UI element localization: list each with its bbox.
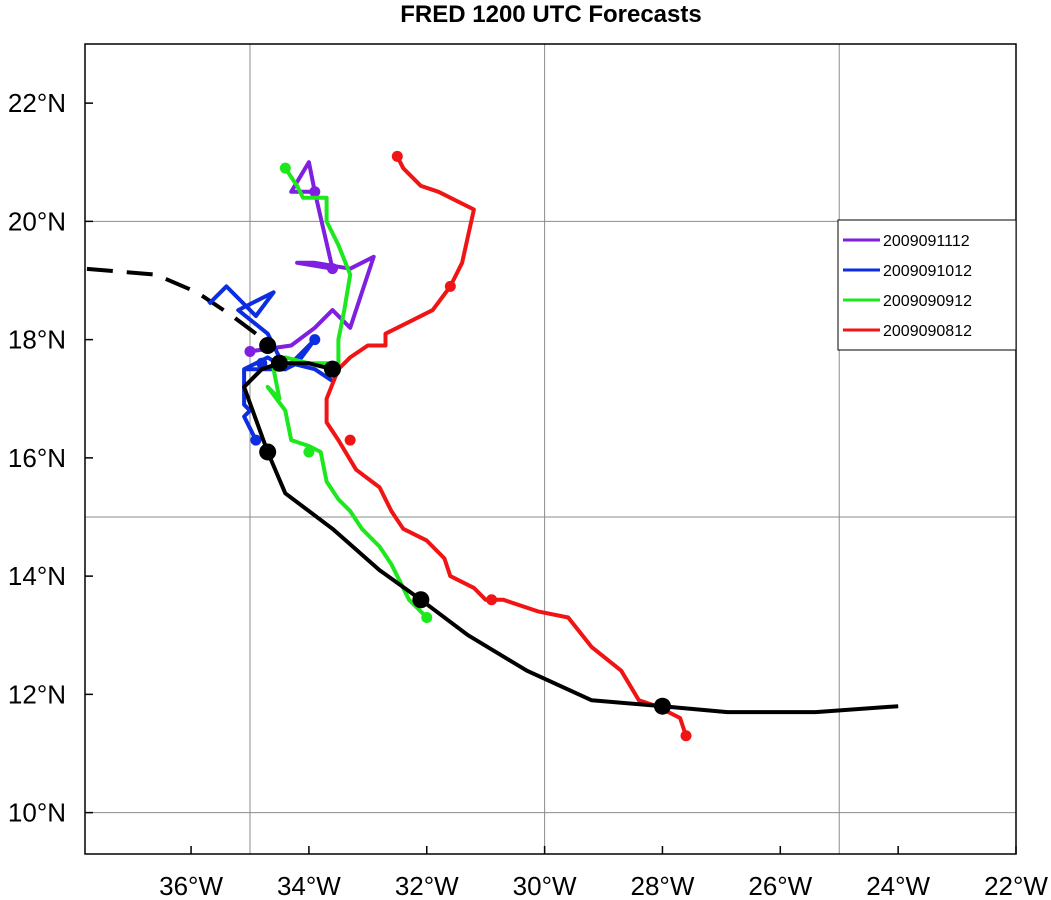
forecast-point xyxy=(309,334,321,346)
forecast-point xyxy=(421,612,433,624)
forecast-tracks xyxy=(207,150,692,742)
best-track-point xyxy=(270,354,288,372)
best-track-dashed-line xyxy=(84,266,258,336)
best-track-point xyxy=(412,591,430,609)
chart-title: FRED 1200 UTC Forecasts xyxy=(400,1,701,28)
forecast-point xyxy=(309,186,321,198)
forecast-point xyxy=(486,594,498,606)
best-track-dashed-extension xyxy=(84,266,258,336)
forecast-track-line xyxy=(265,167,429,619)
y-tick-label: 16°N xyxy=(8,443,66,473)
x-tick-label: 22°W xyxy=(984,871,1048,900)
best-track-point xyxy=(259,337,277,355)
plot-frame xyxy=(84,43,1017,855)
forecast-track-2009091112 xyxy=(244,160,376,357)
legend-label: 2009091012 xyxy=(883,263,972,280)
legend-box xyxy=(837,219,1017,351)
best-track-point xyxy=(259,443,277,461)
x-tick-label: 32°W xyxy=(395,871,459,900)
forecast-point xyxy=(250,434,262,446)
forecast-point xyxy=(244,345,256,357)
y-tick-label: 20°N xyxy=(8,206,66,236)
best-track-point xyxy=(653,697,671,715)
forecast-track-line xyxy=(324,155,688,737)
y-axis-ticks: 10°N 12°N 14°N 16°N 18°N 20°N 22°N xyxy=(8,88,93,828)
legend-label: 2009091112 xyxy=(883,233,970,250)
legend: 2009091112 2009091012 2009090912 2009090812 xyxy=(837,219,1017,351)
x-tick-label: 30°W xyxy=(513,871,577,900)
x-tick-label: 36°W xyxy=(159,871,223,900)
forecast-track-2009090812 xyxy=(324,150,692,742)
x-tick-label: 24°W xyxy=(866,871,930,900)
forecast-point xyxy=(344,434,356,446)
grid-lines xyxy=(85,44,1016,854)
best-track-point xyxy=(323,360,341,378)
legend-label: 2009090812 xyxy=(883,323,972,340)
forecast-point xyxy=(444,280,456,292)
x-tick-label: 26°W xyxy=(748,871,812,900)
x-tick-label: 28°W xyxy=(631,871,695,900)
forecast-point xyxy=(279,162,291,174)
forecast-point xyxy=(303,446,315,458)
best-track-line xyxy=(242,361,899,715)
forecast-track-2009090912 xyxy=(265,162,433,624)
legend-label: 2009090912 xyxy=(883,293,972,310)
y-tick-label: 10°N xyxy=(8,798,66,828)
best-track xyxy=(242,337,899,715)
x-tick-label: 34°W xyxy=(277,871,341,900)
x-axis-ticks: 36°W 34°W 32°W 30°W 28°W 26°W 24°W 22°W xyxy=(159,846,1048,900)
y-tick-label: 14°N xyxy=(8,561,66,591)
forecast-track-2009091012 xyxy=(207,284,334,446)
y-tick-label: 12°N xyxy=(8,679,66,709)
forecast-point xyxy=(326,263,338,275)
y-tick-label: 22°N xyxy=(8,88,66,118)
forecast-point xyxy=(391,150,403,162)
forecast-point xyxy=(256,357,268,369)
y-tick-label: 18°N xyxy=(8,325,66,355)
forecast-point xyxy=(680,730,692,742)
